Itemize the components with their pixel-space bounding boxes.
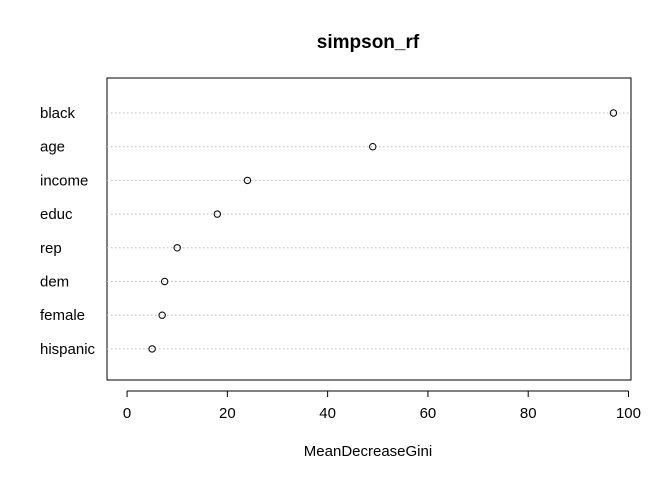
category-label-dem: dem [40, 274, 69, 291]
point-age [369, 143, 377, 151]
category-label-hispanic: hispanic [40, 341, 96, 358]
grid-lines [107, 112, 631, 350]
point-educ [213, 210, 222, 218]
x-tick-label-40: 40 [319, 405, 336, 422]
x-tick-label-0: 0 [123, 405, 131, 422]
category-label-income: income [40, 172, 88, 189]
category-label-female: female [40, 307, 85, 324]
x-tick-label-80: 80 [520, 405, 537, 422]
category-labels: black age income educ rep dem female hispanic [40, 105, 96, 358]
point-rep [173, 244, 181, 252]
x-axis-label: MeanDecreaseGini [304, 443, 432, 460]
chart-title: simpson_rf [317, 32, 420, 53]
point-female [158, 311, 166, 319]
x-tick-label-100: 100 [616, 405, 641, 422]
category-label-rep: rep [40, 240, 62, 257]
x-tick-label-20: 20 [219, 405, 236, 422]
data-points [148, 109, 618, 353]
plot-frame [106, 77, 632, 381]
x-axis: 0 20 40 60 80 100 [123, 390, 641, 422]
point-black [609, 109, 618, 117]
point-income [243, 176, 252, 185]
category-label-black: black [40, 105, 76, 122]
point-dem [160, 277, 169, 286]
category-label-age: age [40, 139, 65, 156]
point-hispanic [148, 345, 156, 353]
category-label-educ: educ [40, 206, 73, 223]
x-tick-label-60: 60 [420, 405, 437, 422]
